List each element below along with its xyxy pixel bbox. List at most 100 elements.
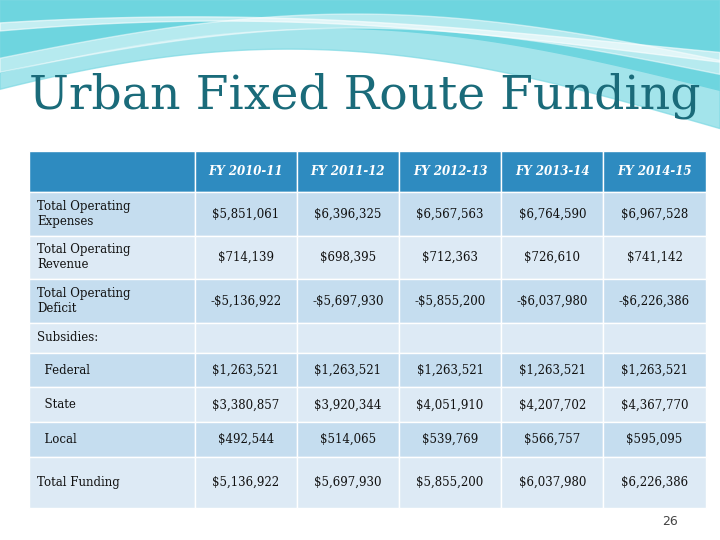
Bar [297, 422, 399, 457]
Bar [603, 236, 706, 279]
Bar [194, 151, 297, 192]
Text: Total Funding: Total Funding [37, 476, 120, 489]
Bar [399, 279, 501, 323]
Text: $4,367,770: $4,367,770 [621, 399, 688, 411]
Text: State: State [37, 399, 76, 411]
Polygon shape [0, 0, 720, 90]
Bar [501, 353, 603, 387]
Bar [501, 279, 603, 323]
Bar [399, 353, 501, 387]
Bar [399, 236, 501, 279]
Bar [603, 323, 706, 353]
Text: Local: Local [37, 433, 77, 446]
Bar [194, 353, 297, 387]
Polygon shape [0, 0, 720, 129]
Bar [603, 457, 706, 508]
Text: Total Operating
Deficit: Total Operating Deficit [37, 287, 131, 315]
Bar [194, 323, 297, 353]
Text: $5,855,200: $5,855,200 [416, 476, 484, 489]
Text: $6,967,528: $6,967,528 [621, 207, 688, 220]
Bar [29, 323, 194, 353]
Bar [297, 279, 399, 323]
Bar [399, 192, 501, 236]
Text: $1,263,521: $1,263,521 [417, 363, 484, 376]
Text: -$5,855,200: -$5,855,200 [415, 294, 486, 307]
Text: $741,142: $741,142 [626, 251, 683, 264]
Bar [501, 236, 603, 279]
Text: $5,851,061: $5,851,061 [212, 207, 279, 220]
Bar [29, 236, 194, 279]
Text: $1,263,521: $1,263,521 [519, 363, 586, 376]
Bar [29, 457, 194, 508]
Text: $6,764,590: $6,764,590 [518, 207, 586, 220]
Bar [603, 151, 706, 192]
Text: $566,757: $566,757 [524, 433, 580, 446]
Bar [399, 457, 501, 508]
Bar [501, 422, 603, 457]
Text: $6,037,980: $6,037,980 [518, 476, 586, 489]
Text: Total Operating
Expenses: Total Operating Expenses [37, 200, 131, 228]
Bar [194, 236, 297, 279]
Text: $726,610: $726,610 [524, 251, 580, 264]
Text: $714,139: $714,139 [217, 251, 274, 264]
Text: $4,207,702: $4,207,702 [518, 399, 586, 411]
Bar [297, 151, 399, 192]
Bar [399, 323, 501, 353]
Bar [194, 192, 297, 236]
Text: $1,263,521: $1,263,521 [212, 363, 279, 376]
Bar [297, 457, 399, 508]
Text: FY 2011-12: FY 2011-12 [310, 165, 385, 178]
Text: FY 2014-15: FY 2014-15 [617, 165, 692, 178]
Bar [29, 151, 194, 192]
Bar [399, 151, 501, 192]
Text: Urban Fixed Route Funding: Urban Fixed Route Funding [29, 72, 701, 119]
Text: $5,697,930: $5,697,930 [314, 476, 382, 489]
Bar [501, 192, 603, 236]
Bar [603, 192, 706, 236]
Text: $595,095: $595,095 [626, 433, 683, 446]
Bar [297, 236, 399, 279]
Bar [29, 279, 194, 323]
Bar [29, 353, 194, 387]
Bar [501, 457, 603, 508]
Bar [501, 323, 603, 353]
Text: Federal: Federal [37, 363, 91, 376]
Bar [501, 387, 603, 422]
Bar [603, 279, 706, 323]
Text: $1,263,521: $1,263,521 [315, 363, 382, 376]
Bar [194, 457, 297, 508]
Bar [603, 422, 706, 457]
Text: $6,396,325: $6,396,325 [314, 207, 382, 220]
Text: $539,769: $539,769 [422, 433, 478, 446]
Text: FY 2012-13: FY 2012-13 [413, 165, 487, 178]
Bar [399, 387, 501, 422]
Text: $5,136,922: $5,136,922 [212, 476, 279, 489]
Text: -$5,697,930: -$5,697,930 [312, 294, 384, 307]
Text: $1,263,521: $1,263,521 [621, 363, 688, 376]
Bar [603, 353, 706, 387]
Bar [194, 279, 297, 323]
Bar [399, 422, 501, 457]
Text: FY 2013-14: FY 2013-14 [515, 165, 590, 178]
Text: $712,363: $712,363 [422, 251, 478, 264]
Bar [194, 422, 297, 457]
Text: $492,544: $492,544 [217, 433, 274, 446]
Polygon shape [0, 17, 720, 62]
Text: $3,920,344: $3,920,344 [314, 399, 382, 411]
Bar [501, 151, 603, 192]
Bar [29, 422, 194, 457]
Bar [29, 192, 194, 236]
Text: $3,380,857: $3,380,857 [212, 399, 279, 411]
Text: $4,051,910: $4,051,910 [416, 399, 484, 411]
Bar [297, 387, 399, 422]
Text: $6,567,563: $6,567,563 [416, 207, 484, 220]
Text: -$5,136,922: -$5,136,922 [210, 294, 282, 307]
Text: $698,395: $698,395 [320, 251, 376, 264]
Text: FY 2010-11: FY 2010-11 [209, 165, 283, 178]
Bar [29, 387, 194, 422]
Polygon shape [0, 14, 720, 75]
Text: 26: 26 [662, 515, 678, 528]
Text: -$6,226,386: -$6,226,386 [619, 294, 690, 307]
Bar [297, 323, 399, 353]
Bar [297, 353, 399, 387]
